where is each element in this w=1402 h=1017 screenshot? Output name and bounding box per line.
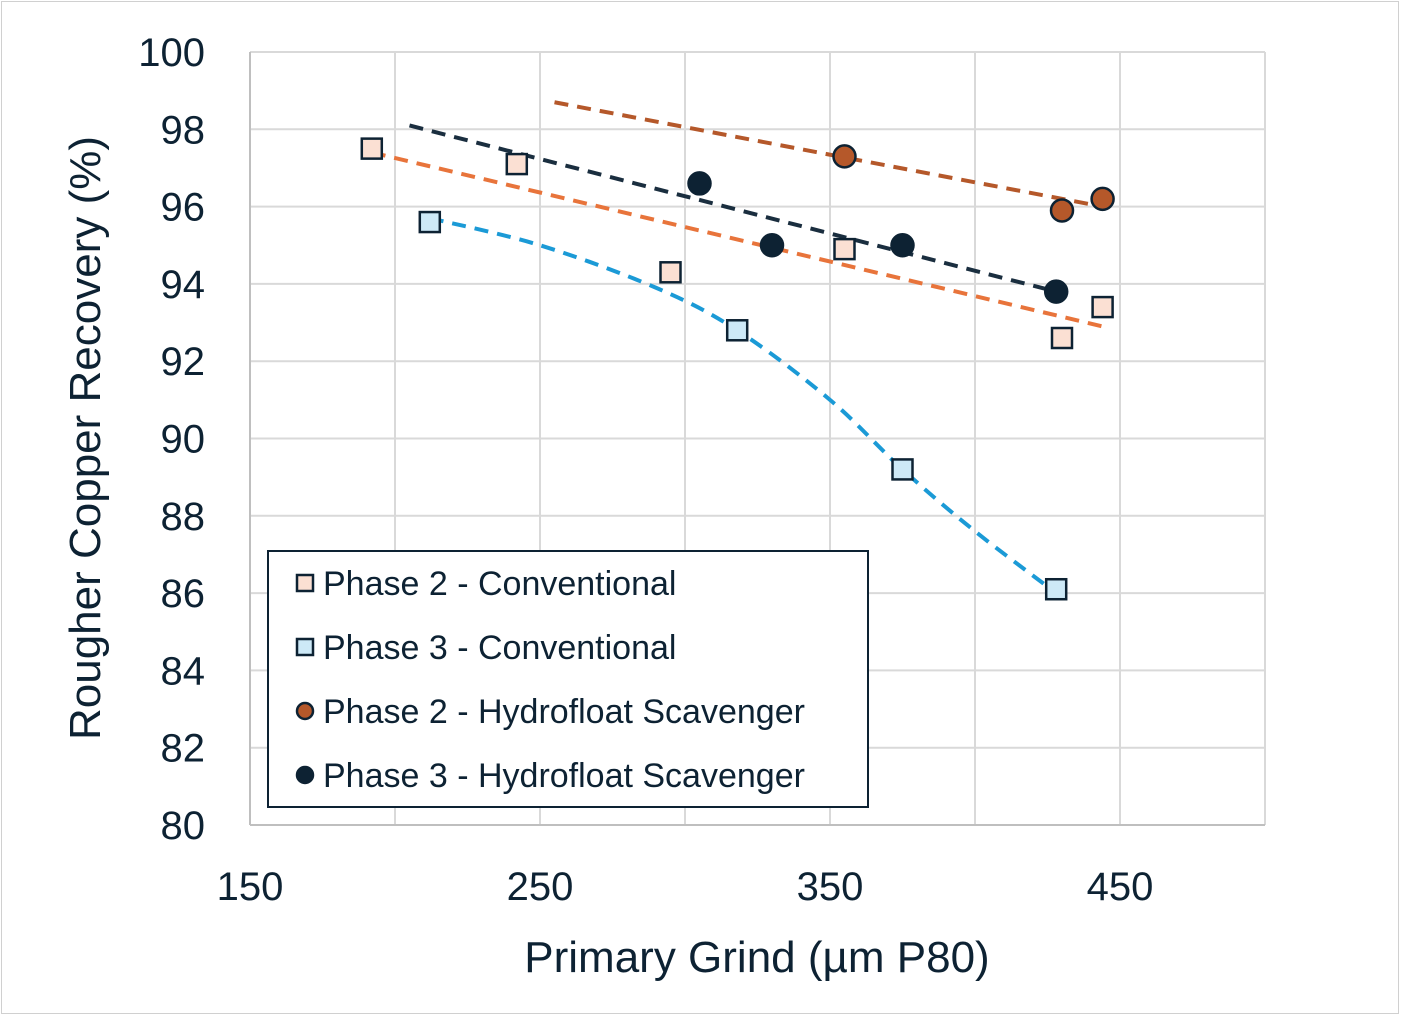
data-point — [725, 319, 749, 342]
data-point — [659, 261, 682, 284]
trendline — [409, 123, 1057, 294]
trendlines — [371, 100, 1104, 595]
data-point — [360, 137, 384, 160]
y-tick-label: 94 — [161, 263, 206, 307]
y-tick-label: 98 — [161, 108, 206, 152]
data-point — [1090, 186, 1115, 212]
data-point — [833, 237, 856, 261]
x-tick-label: 250 — [507, 865, 574, 909]
data-point — [418, 210, 442, 234]
x-axis-title: Primary Grind (µm P80) — [524, 933, 989, 982]
data-point — [891, 458, 914, 481]
y-tick-label: 96 — [161, 186, 206, 230]
y-tick-label: 84 — [161, 649, 206, 693]
trendline — [429, 216, 1058, 595]
legend: Phase 2 - Conventional Phase 3 - Conventi… — [267, 550, 869, 808]
y-tick-label: 88 — [161, 495, 206, 539]
data-point — [1044, 577, 1068, 601]
trendline — [554, 100, 1103, 209]
data-point — [1049, 198, 1075, 223]
y-tick-label: 90 — [161, 418, 206, 462]
data-point — [1091, 295, 1114, 319]
legend-label: Phase 2 - Hydrofloat Scavenger — [323, 693, 805, 731]
legend-label: Phase 3 - Conventional — [323, 629, 676, 667]
x-tick-labels: 150 250 350 450 — [217, 865, 1154, 909]
legend-label: Phase 2 - Conventional — [323, 565, 676, 603]
y-tick-label: 80 — [161, 804, 206, 848]
data-points — [360, 137, 1115, 601]
y-tick-label: 86 — [161, 572, 206, 616]
trendline — [371, 150, 1104, 329]
y-axis-title: Rougher Copper Recovery (%) — [61, 136, 110, 740]
y-tick-label: 82 — [161, 727, 206, 771]
legend-marker — [295, 637, 315, 657]
legend-marker — [295, 765, 315, 785]
legend-label: Phase 3 - Hydrofloat Scavenger — [323, 757, 805, 795]
legend-box — [267, 550, 869, 808]
data-point — [1043, 279, 1069, 304]
y-tick-labels: 80 82 84 86 88 90 92 94 96 98 100 — [138, 31, 205, 848]
y-tick-label: 92 — [161, 340, 206, 384]
legend-marker — [295, 573, 315, 593]
data-point — [890, 233, 915, 258]
data-point — [759, 233, 785, 258]
x-tick-label: 350 — [797, 865, 864, 909]
y-tick-label: 100 — [138, 31, 205, 75]
data-point — [687, 171, 712, 196]
legend-marker — [295, 701, 315, 721]
data-point — [505, 152, 529, 176]
x-tick-label: 150 — [217, 865, 284, 909]
data-point — [832, 144, 857, 169]
data-point — [1050, 326, 1074, 350]
x-tick-label: 450 — [1087, 865, 1154, 909]
